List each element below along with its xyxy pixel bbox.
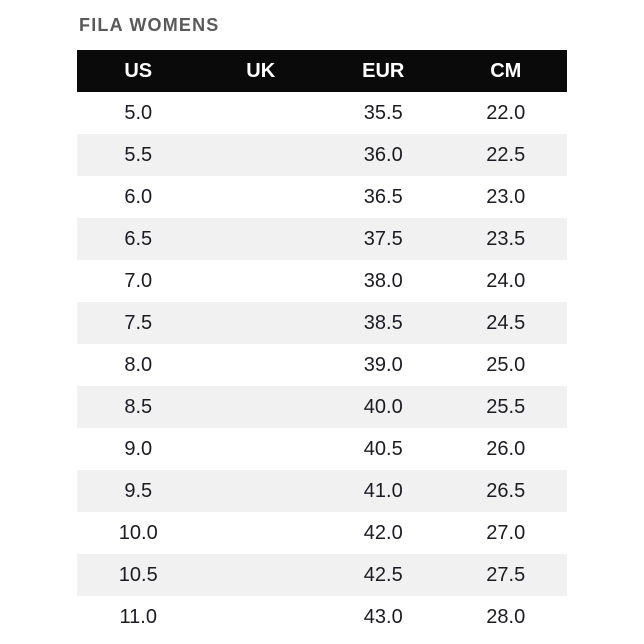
table-cell: 8.5: [77, 386, 200, 428]
table-cell: [199, 470, 322, 512]
table-cell: 23.0: [444, 176, 567, 218]
table-cell: 42.0: [322, 512, 445, 554]
table-cell: [199, 512, 322, 554]
table-row: 11.0 43.0 28.0: [77, 596, 567, 638]
table-cell: 41.0: [322, 470, 445, 512]
column-header-uk: UK: [199, 50, 322, 92]
table-cell: 36.5: [322, 176, 445, 218]
table-cell: 7.0: [77, 260, 200, 302]
table-cell: 5.5: [77, 134, 200, 176]
table-cell: [199, 554, 322, 596]
table-cell: 27.0: [444, 512, 567, 554]
table-row: 7.0 38.0 24.0: [77, 260, 567, 302]
table-cell: 38.0: [322, 260, 445, 302]
table-cell: 5.0: [77, 92, 200, 134]
table-cell: [199, 302, 322, 344]
table-cell: 43.0: [322, 596, 445, 638]
table-cell: 11.0: [77, 596, 200, 638]
table-cell: 40.0: [322, 386, 445, 428]
table-cell: 24.0: [444, 260, 567, 302]
chart-title: FILA WOMENS: [79, 15, 220, 35]
table-cell: [199, 92, 322, 134]
table-cell: 6.5: [77, 218, 200, 260]
table-cell: 26.0: [444, 428, 567, 470]
table-cell: 7.5: [77, 302, 200, 344]
table-cell: 37.5: [322, 218, 445, 260]
table-cell: [199, 344, 322, 386]
column-header-cm: CM: [444, 50, 567, 92]
table-row: 8.0 39.0 25.0: [77, 344, 567, 386]
table-cell: [199, 428, 322, 470]
table-cell: [199, 218, 322, 260]
size-chart-page: FILA WOMENS US UK EUR CM 5.0 35.5 22.0 5.5 36.0…: [77, 15, 567, 638]
table-cell: 35.5: [322, 92, 445, 134]
table-row: 8.5 40.0 25.5: [77, 386, 567, 428]
table-row: 10.0 42.0 27.0: [77, 512, 567, 554]
table-cell: 25.5: [444, 386, 567, 428]
table-cell: [199, 134, 322, 176]
table-cell: 10.5: [77, 554, 200, 596]
table-cell: 24.5: [444, 302, 567, 344]
table-cell: 38.5: [322, 302, 445, 344]
table-body: 5.0 35.5 22.0 5.5 36.0 22.5 6.0 36.5 23.0 6.5 37.5…: [77, 92, 567, 638]
column-header-eur: EUR: [322, 50, 445, 92]
size-chart-table: US UK EUR CM 5.0 35.5 22.0 5.5 36.0 22.5 6.0 36.5 2…: [77, 50, 567, 638]
table-cell: 26.5: [444, 470, 567, 512]
table-row: 5.0 35.5 22.0: [77, 92, 567, 134]
table-cell: 40.5: [322, 428, 445, 470]
table-cell: 6.0: [77, 176, 200, 218]
table-cell: 39.0: [322, 344, 445, 386]
table-cell: 42.5: [322, 554, 445, 596]
table-cell: 22.0: [444, 92, 567, 134]
table-cell: [199, 260, 322, 302]
table-cell: [199, 386, 322, 428]
table-cell: [199, 176, 322, 218]
table-row: 5.5 36.0 22.5: [77, 134, 567, 176]
table-cell: 10.0: [77, 512, 200, 554]
table-row: 9.0 40.5 26.0: [77, 428, 567, 470]
table-cell: 22.5: [444, 134, 567, 176]
column-header-us: US: [77, 50, 200, 92]
table-cell: 9.0: [77, 428, 200, 470]
table-cell: 27.5: [444, 554, 567, 596]
table-header: US UK EUR CM: [77, 50, 567, 92]
table-row: 6.0 36.5 23.0: [77, 176, 567, 218]
header-row: US UK EUR CM: [77, 50, 567, 92]
table-row: 9.5 41.0 26.5: [77, 470, 567, 512]
table-cell: 8.0: [77, 344, 200, 386]
table-row: 10.5 42.5 27.5: [77, 554, 567, 596]
table-cell: 9.5: [77, 470, 200, 512]
table-cell: 25.0: [444, 344, 567, 386]
table-row: 6.5 37.5 23.5: [77, 218, 567, 260]
table-cell: 36.0: [322, 134, 445, 176]
table-row: 7.5 38.5 24.5: [77, 302, 567, 344]
table-cell: 23.5: [444, 218, 567, 260]
table-cell: 28.0: [444, 596, 567, 638]
table-cell: [199, 596, 322, 638]
